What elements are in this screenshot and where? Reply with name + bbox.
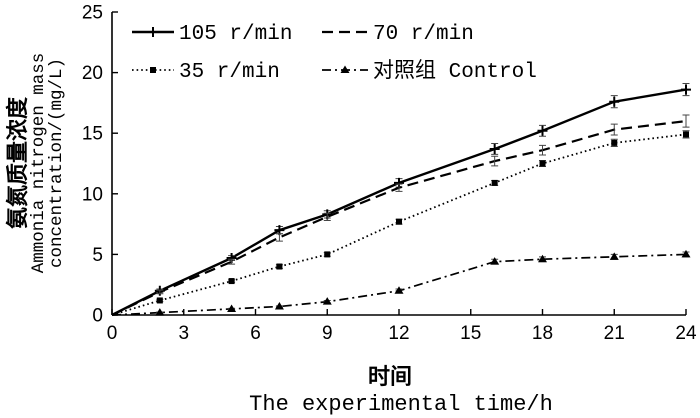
x-axis-title-zh: 时间 (368, 365, 412, 390)
data-point-triangle-marker (490, 257, 500, 265)
data-point-square-marker (150, 67, 156, 73)
data-point-triangle-marker (394, 286, 404, 294)
x-tick-label: 18 (532, 323, 553, 344)
error-bar (156, 289, 164, 295)
x-tick-label: 12 (388, 323, 409, 344)
y-axis-title: 氨氮质量浓度 Ammonia nitrogen mass concentrati… (5, 53, 67, 274)
data-point-plus-marker (537, 125, 548, 136)
error-bar (491, 155, 499, 167)
series-line (111, 88, 687, 317)
data-point-plus-marker (148, 27, 158, 37)
error-bar (682, 114, 690, 128)
data-point-triangle-marker (155, 308, 165, 316)
y-axis-title-en-line1: Ammonia nitrogen mass (29, 53, 49, 274)
legend: 105 r/min 70 r/min 35 r/min 对照组 Control (132, 23, 537, 84)
data-point-triangle-marker (227, 304, 237, 312)
legend-item-105-r-min: 105 r/min (132, 23, 292, 46)
x-tick-label: 24 (675, 323, 697, 344)
x-tick-label: 15 (460, 323, 481, 344)
error-bar (228, 258, 236, 265)
error-bar (275, 233, 283, 242)
data-point-square-marker (276, 263, 283, 270)
y-tick-label: 0 (92, 306, 103, 327)
data-point-square-marker (611, 139, 618, 146)
y-axis-title-zh: 氨氮质量浓度 (5, 96, 31, 229)
error-bar (323, 212, 331, 221)
data-point-plus-marker (489, 143, 500, 154)
x-tick-label: 21 (604, 323, 625, 344)
legend-item-control: 对照组 Control (322, 59, 537, 84)
y-tick-label: 10 (82, 184, 103, 205)
error-bar (395, 183, 403, 192)
data-point-triangle-marker (340, 65, 350, 73)
data-point-square-marker (156, 297, 163, 304)
y-tick-label: 5 (92, 245, 103, 266)
y-tick-label: 25 (82, 3, 103, 24)
series-line (111, 120, 687, 316)
data-point-square-marker (324, 251, 331, 258)
error-bar (539, 144, 546, 156)
series-control (111, 249, 691, 316)
y-tick-label: 15 (82, 124, 103, 145)
legend-item-35-r-min: 35 r/min (132, 61, 280, 84)
y-tick-label: 20 (82, 63, 103, 84)
x-axis-title-en: The experimental time/h (249, 392, 553, 417)
error-bar (610, 123, 618, 136)
x-tick-label: 9 (322, 323, 333, 344)
x-tick-label: 3 (178, 323, 189, 344)
series-line (111, 253, 687, 316)
data-point-triangle-marker (322, 297, 332, 305)
data-point-triangle-marker (609, 252, 619, 260)
data-point-square-marker (683, 131, 689, 138)
legend-item-70-r-min: 70 r/min (322, 23, 474, 46)
data-point-square-marker (491, 179, 498, 186)
data-point-triangle-marker (274, 302, 284, 310)
x-tick-label: 6 (250, 323, 261, 344)
plot-series (111, 83, 691, 317)
series-70-r-min (111, 114, 690, 316)
data-point-plus-marker (609, 96, 620, 107)
data-point-plus-marker (681, 84, 691, 95)
x-tick-label: 0 (107, 323, 118, 344)
data-point-square-marker (228, 278, 235, 285)
x-axis-title: 时间 The experimental time/h (249, 365, 553, 417)
data-point-square-marker (396, 218, 402, 225)
series-35-r-min (111, 130, 690, 316)
axes: 0 5 10 15 20 25 0 3 6 9 12 15 18 21 24 (82, 3, 697, 345)
y-axis-title-en-line2: concentration/(mg/L) (47, 58, 67, 268)
series-line (111, 133, 687, 316)
data-point-triangle-marker (538, 254, 547, 263)
legend-label: 70 r/min (373, 23, 474, 46)
series-105-r-min (111, 83, 691, 317)
legend-label: 35 r/min (179, 61, 280, 84)
legend-label: 105 r/min (179, 23, 292, 46)
data-point-square-marker (539, 160, 546, 167)
legend-label: 对照组 Control (373, 59, 537, 84)
data-point-triangle-marker (681, 249, 691, 258)
